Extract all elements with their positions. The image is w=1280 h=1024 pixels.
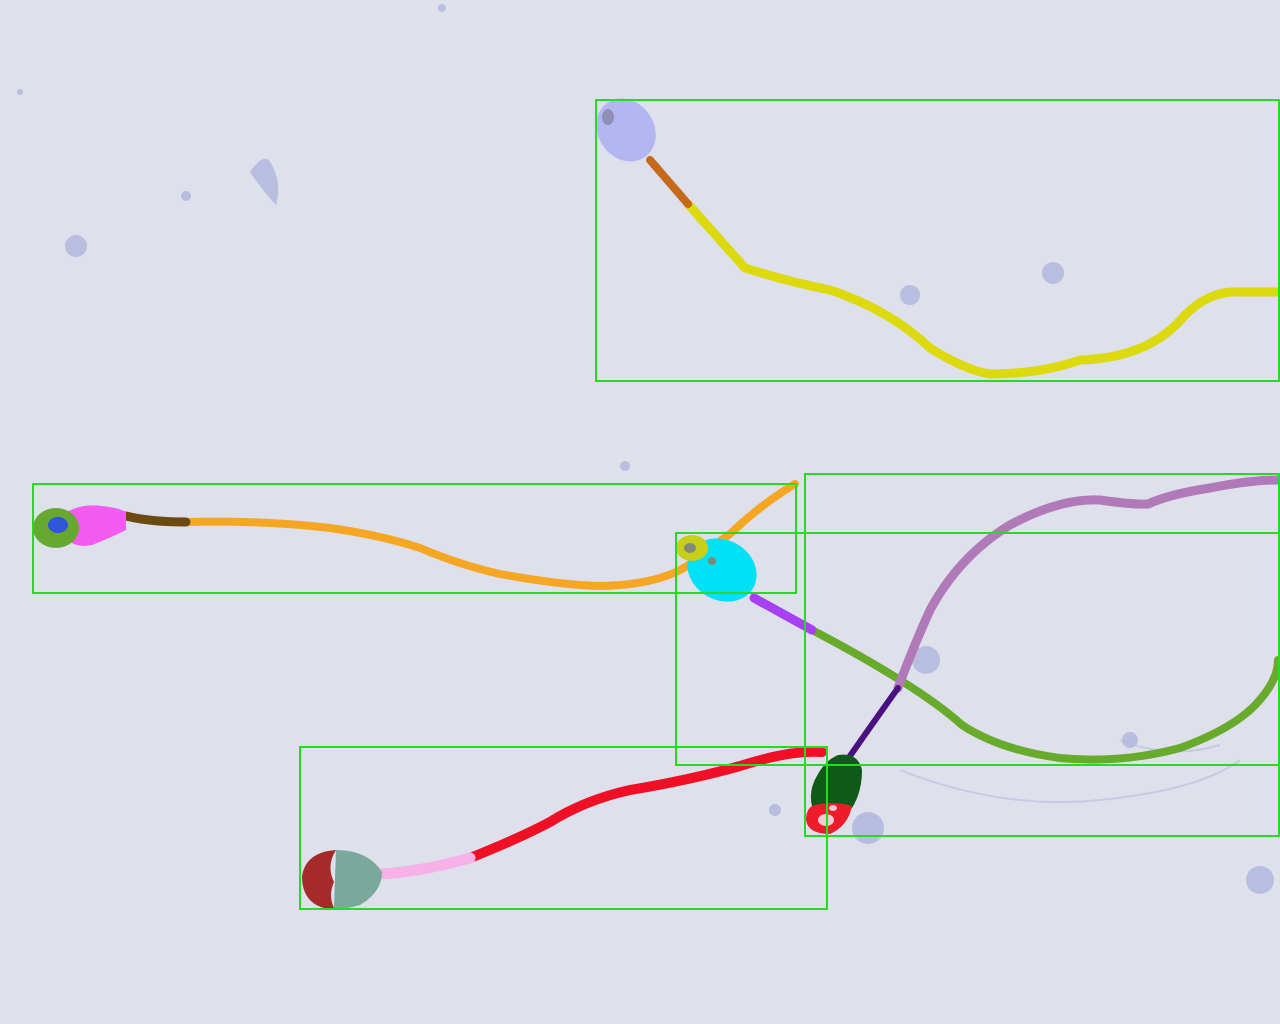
specimen-2-nucleus bbox=[48, 517, 68, 533]
specimen-1-vacuole bbox=[602, 109, 614, 125]
specimen-2-head bbox=[64, 505, 126, 546]
specimen-5-head bbox=[334, 850, 382, 909]
specimen-5 bbox=[302, 746, 827, 909]
bounding-box-specimen-1 bbox=[595, 99, 1280, 382]
specimen-3-midpiece bbox=[749, 593, 817, 635]
specimen-5-tail bbox=[465, 746, 827, 863]
specimen-4-tail bbox=[893, 475, 1280, 693]
specimen-1 bbox=[596, 98, 1280, 379]
specimen-1-tail bbox=[683, 199, 1280, 379]
specimen-1-midpiece bbox=[646, 156, 692, 208]
bounding-box-specimen-2 bbox=[32, 483, 797, 594]
bounding-box-specimen-5 bbox=[299, 746, 828, 910]
specimen-2-neck bbox=[121, 511, 191, 527]
specimen-5-cap bbox=[302, 850, 336, 908]
specimen-4-spot-2 bbox=[829, 805, 837, 811]
specimen-4-head bbox=[810, 754, 862, 812]
bounding-box-specimen-4 bbox=[804, 473, 1280, 837]
specimen-4 bbox=[806, 475, 1280, 834]
specimen-5-midpiece bbox=[374, 852, 476, 880]
specimen-3-vacuole-2 bbox=[708, 557, 716, 565]
specimen-2-tail bbox=[182, 480, 799, 591]
specimen-3-vacuole bbox=[684, 543, 696, 553]
specimen-4-midpiece bbox=[847, 685, 901, 759]
bounding-boxes bbox=[32, 99, 1280, 910]
specimen-2 bbox=[33, 480, 799, 591]
